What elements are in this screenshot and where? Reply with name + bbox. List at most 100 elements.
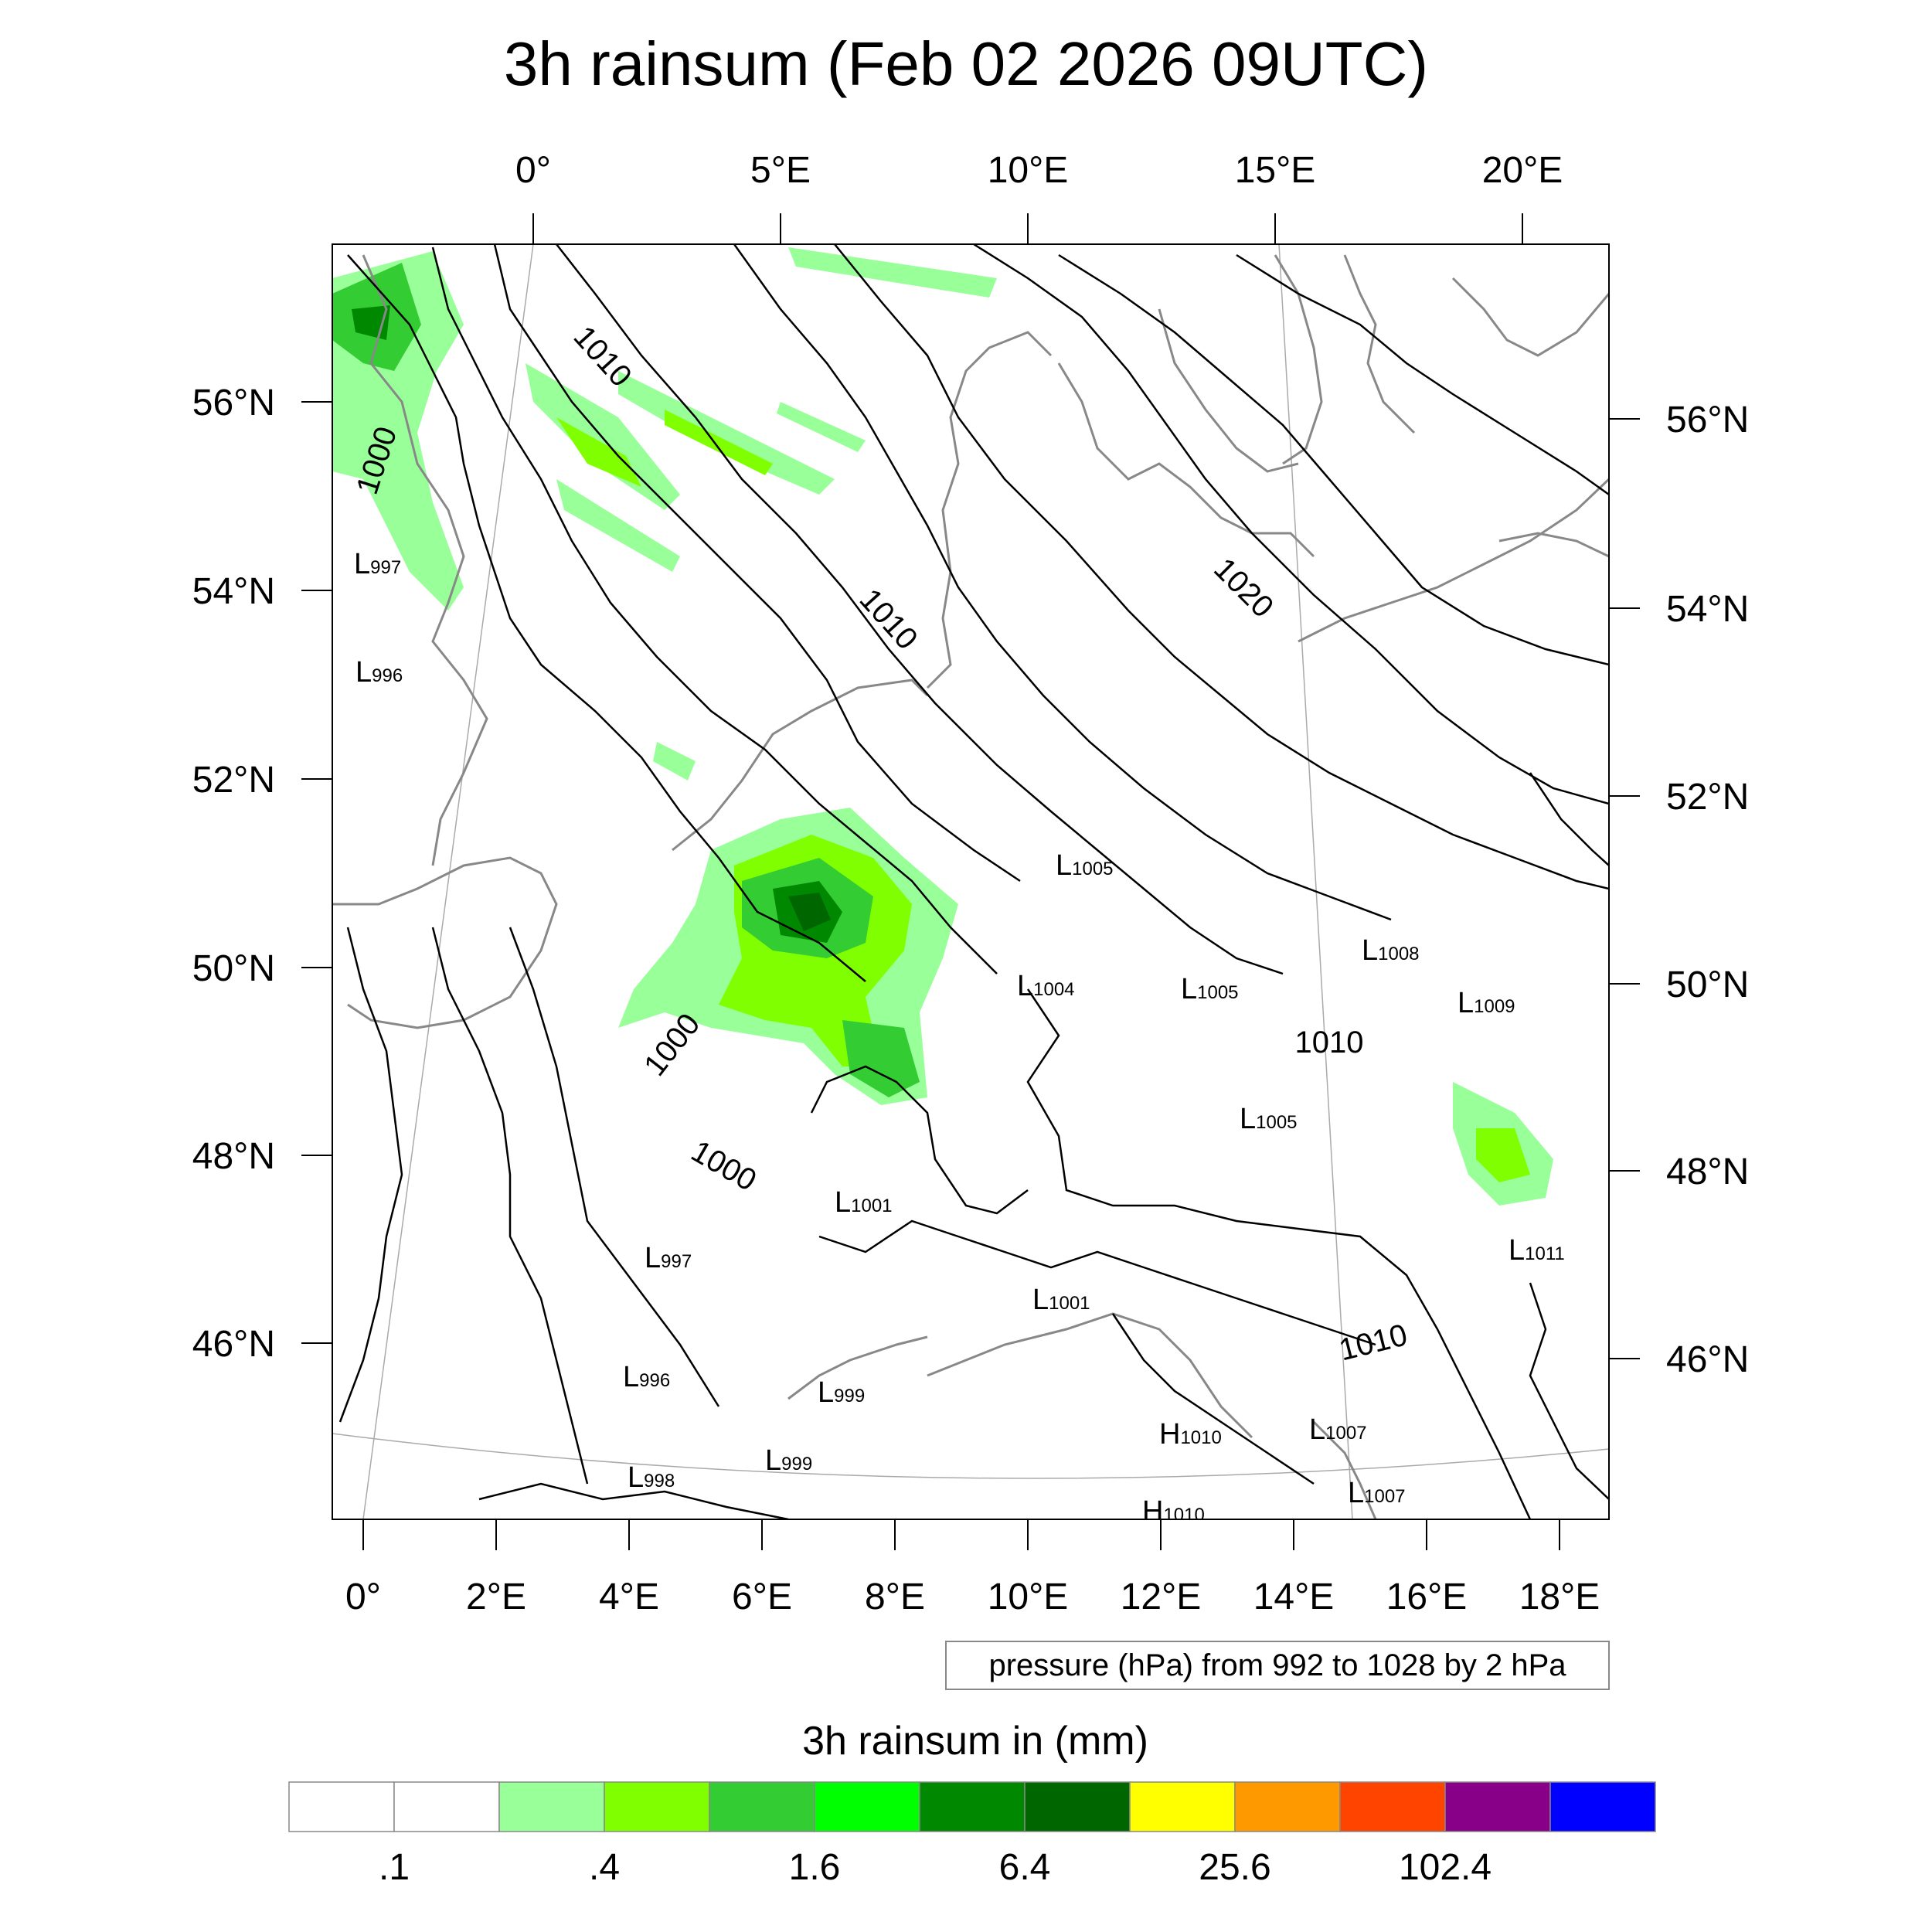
pressure-center: L997 — [645, 1242, 692, 1274]
coastlines — [332, 254, 1609, 1519]
pressure-center: H1010 — [1159, 1418, 1222, 1451]
map-frame — [332, 243, 1610, 1520]
isobars — [338, 244, 1609, 1519]
colorbar — [288, 1781, 1656, 1832]
pressure-center: L996 — [623, 1361, 670, 1393]
pressure-centers: L997 L996 L1005 L1004 L1005 L1008 L1009 … — [354, 548, 1565, 1528]
colorbar-swatch — [1444, 1781, 1551, 1832]
isobar-line — [431, 927, 589, 1485]
contour-label: 1000 — [685, 1134, 762, 1198]
colorbar-swatch — [393, 1781, 500, 1832]
center-value: 1001 — [1049, 1293, 1090, 1314]
rain-area — [842, 1020, 920, 1097]
colorbar-label: 1.6 — [789, 1847, 841, 1888]
center-type: L — [1017, 970, 1033, 1002]
center-type: L — [1181, 973, 1197, 1005]
center-type: L — [1309, 1413, 1325, 1446]
center-type: H — [1159, 1418, 1180, 1451]
lon-label: 20°E — [1482, 150, 1563, 191]
colorbar-swatch — [1234, 1781, 1341, 1832]
lon-label: 6°E — [732, 1577, 792, 1617]
center-value: 999 — [834, 1386, 865, 1406]
center-type: L — [1348, 1477, 1364, 1509]
center-type: L — [355, 656, 372, 689]
colorbar-label: .4 — [589, 1847, 620, 1888]
isobar-line — [493, 244, 1021, 883]
pressure-center: L996 — [355, 656, 403, 689]
right-lat-labels: 56°N 54°N 52°N 50°N 48°N 46°N — [1666, 400, 1749, 1380]
isobar-line — [834, 244, 1609, 890]
center-value: 1011 — [1525, 1243, 1565, 1264]
center-type: L — [628, 1461, 644, 1494]
lat-label: 52°N — [1666, 777, 1749, 818]
colorbar-swatch — [1339, 1781, 1446, 1832]
axis-ticks — [301, 213, 1640, 1550]
center-value: 999 — [781, 1454, 812, 1475]
lon-label: 10°E — [988, 150, 1069, 191]
center-value: 1005 — [1197, 982, 1238, 1003]
rain-area — [556, 479, 680, 572]
rain-area — [1476, 1128, 1530, 1182]
bottom-lon-labels: 0° 2°E 4°E 6°E 8°E 10°E 12°E 14°E 16°E 1… — [345, 1577, 1600, 1617]
pressure-center: L1001 — [835, 1186, 893, 1219]
lon-label: 15°E — [1235, 150, 1316, 191]
center-value: 1010 — [1163, 1505, 1204, 1526]
colorbar-title: 3h rainsum in (mm) — [802, 1719, 1148, 1764]
lat-label: 46°N — [192, 1324, 275, 1365]
pressure-center: L1009 — [1458, 987, 1515, 1019]
rain-area — [618, 371, 835, 495]
colorbar-swatch — [1549, 1781, 1656, 1832]
isobar-line — [973, 244, 1609, 805]
center-type: L — [765, 1444, 781, 1477]
lon-label: 0° — [345, 1577, 381, 1617]
isobar-line — [818, 1219, 1376, 1346]
lat-label: 50°N — [1666, 964, 1749, 1005]
center-value: 1004 — [1033, 979, 1074, 1000]
center-type: L — [818, 1376, 834, 1409]
center-type: L — [354, 548, 370, 580]
rain-shading — [332, 247, 1553, 1206]
isobar-line — [509, 927, 720, 1407]
center-value: 997 — [370, 557, 401, 578]
lat-label: 48°N — [192, 1136, 275, 1177]
center-type: L — [1509, 1234, 1525, 1267]
graticule — [332, 244, 1609, 1519]
lat-label: 46°N — [1666, 1339, 1749, 1380]
map-title: 3h rainsum (Feb 02 2026 09UTC) — [504, 29, 1428, 98]
isobar-line — [733, 244, 1392, 921]
pressure-center: L1008 — [1362, 934, 1420, 967]
pressure-center: L1005 — [1240, 1103, 1298, 1135]
lat-label: 54°N — [192, 571, 275, 612]
pressure-center: L999 — [765, 1444, 812, 1477]
center-value: 996 — [639, 1370, 670, 1391]
rain-area — [556, 417, 641, 487]
center-type: L — [645, 1242, 661, 1274]
lon-label: 18°E — [1519, 1577, 1600, 1617]
center-value: 1008 — [1378, 944, 1419, 964]
pressure-center: L1004 — [1017, 970, 1075, 1002]
colorbar-swatch — [1024, 1781, 1131, 1832]
contour-info-box: pressure (hPa) from 992 to 1028 by 2 hPa — [945, 1641, 1610, 1690]
rain-area — [653, 742, 696, 781]
lon-label: 2°E — [466, 1577, 526, 1617]
lon-label: 4°E — [599, 1577, 659, 1617]
center-type: L — [623, 1361, 639, 1393]
center-type: L — [1458, 987, 1474, 1019]
colorbar-label: 25.6 — [1199, 1847, 1270, 1888]
pressure-center: L1005 — [1056, 849, 1114, 882]
pressure-center: H1010 — [1142, 1495, 1205, 1528]
center-type: L — [1056, 849, 1072, 882]
contour-info-text: pressure (hPa) from 992 to 1028 by 2 hPa — [988, 1648, 1566, 1682]
center-value: 996 — [372, 665, 403, 686]
colorbar-label: 102.4 — [1399, 1847, 1492, 1888]
isobar-line — [1058, 253, 1609, 666]
center-value: 1009 — [1474, 996, 1515, 1017]
center-type: L — [1362, 934, 1378, 967]
colorbar-swatch — [1129, 1781, 1236, 1832]
isobar-line — [1529, 772, 1609, 866]
center-type: L — [1240, 1103, 1256, 1135]
center-value: 1007 — [1325, 1423, 1366, 1444]
pressure-center: L999 — [818, 1376, 865, 1409]
contour-label: 1020 — [1207, 552, 1280, 624]
lon-label: 8°E — [865, 1577, 925, 1617]
